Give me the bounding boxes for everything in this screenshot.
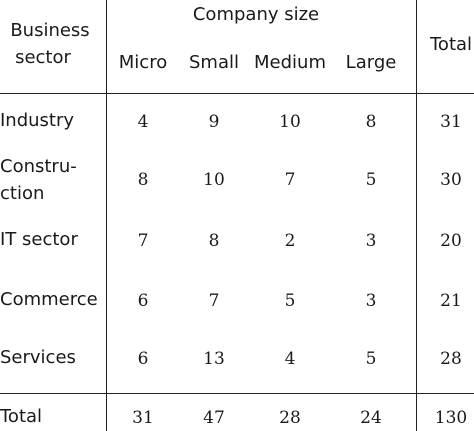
row-total: 28: [440, 349, 462, 369]
footer-label: Total: [0, 406, 43, 427]
row-label: Industry: [0, 110, 75, 131]
header-divider: [0, 93, 474, 94]
cell-value: 7: [137, 231, 149, 251]
row-total: 20: [440, 231, 462, 251]
cell-value: 8: [208, 231, 220, 251]
col-header-medium: Medium: [254, 52, 326, 73]
cell-value: 10: [279, 112, 301, 132]
row-total: 30: [440, 170, 462, 190]
total-column-divider: [416, 0, 417, 431]
company-size-header: Company size: [192, 4, 320, 25]
cell-value: 5: [284, 291, 296, 311]
cell-value: 4: [284, 349, 296, 369]
cell-value: 4: [137, 112, 149, 132]
cell-value: 7: [208, 291, 220, 311]
cell-value: 10: [203, 170, 225, 190]
col-header-large: Large: [345, 52, 397, 73]
cell-value: 6: [137, 291, 149, 311]
footer-value: 47: [203, 408, 225, 428]
row-label: Services: [0, 347, 76, 368]
grand-total: 130: [434, 408, 468, 428]
col-header-small: Small: [189, 52, 239, 73]
row-label: IT sector: [0, 229, 78, 250]
cell-value: 7: [284, 170, 296, 190]
footer-value: 28: [279, 408, 301, 428]
cell-value: 5: [365, 349, 377, 369]
cell-value: 3: [365, 291, 377, 311]
row-total: 31: [440, 112, 462, 132]
row-total: 21: [440, 291, 462, 311]
row-label: Commerce: [0, 289, 98, 310]
footer-value: 24: [360, 408, 382, 428]
sector-column-divider: [106, 0, 107, 431]
col-header-total: Total: [430, 34, 473, 55]
cell-value: 8: [137, 170, 149, 190]
business-sector-header-line2: sector: [15, 47, 71, 68]
cell-value: 3: [365, 231, 377, 251]
col-header-micro: Micro: [118, 52, 168, 73]
cell-value: 8: [365, 112, 377, 132]
cell-value: 6: [137, 349, 149, 369]
footer-divider: [0, 393, 474, 394]
row-label: Constru-: [0, 156, 77, 177]
business-sector-header: Business: [10, 20, 90, 41]
cell-value: 5: [365, 170, 377, 190]
footer-value: 31: [132, 408, 154, 428]
cell-value: 2: [284, 231, 296, 251]
row-label-line2: ction: [0, 183, 45, 204]
cell-value: 13: [203, 349, 225, 369]
cell-value: 9: [208, 112, 220, 132]
